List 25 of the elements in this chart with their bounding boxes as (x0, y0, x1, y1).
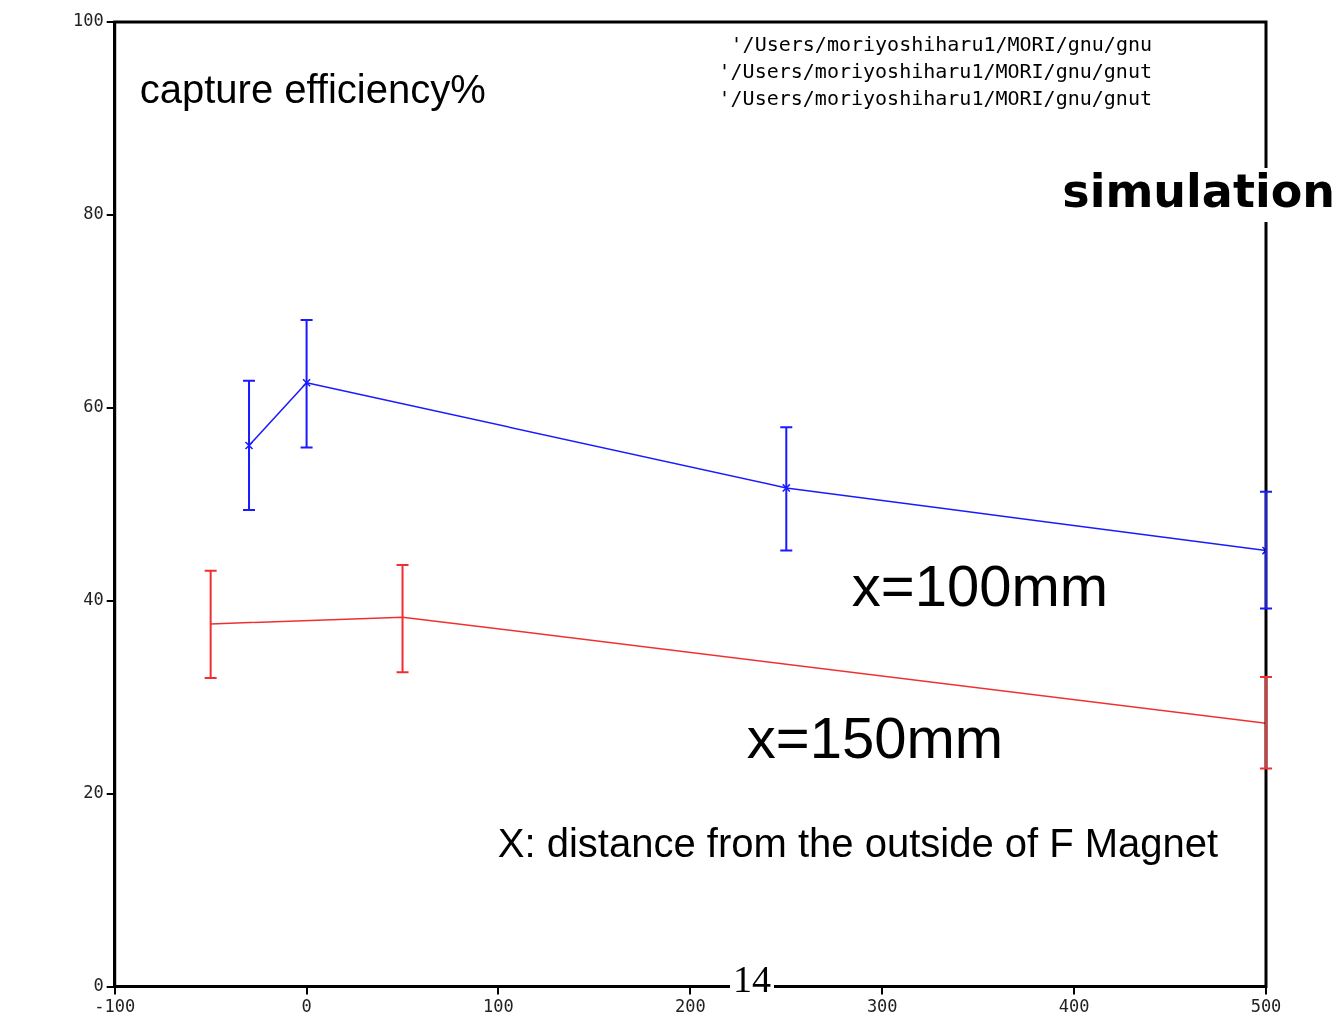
x-tick-label: 500 (1250, 996, 1282, 1017)
x-tick-label: 400 (1058, 996, 1090, 1017)
y-tick-label: 20 (83, 782, 104, 803)
annotation: '/Users/moriyoshiharu1/MORI/gnu/gnut (718, 86, 1152, 111)
y-tick-label: 60 (83, 396, 104, 417)
y-tick-label: 40 (83, 589, 104, 610)
x-tick-label: 100 (483, 996, 514, 1017)
point (782, 483, 791, 493)
y-axis-title: capture efficiency% (139, 67, 486, 112)
series-label: x=100mm (851, 553, 1109, 618)
point (244, 441, 254, 450)
annotation: '/Users/moriyoshiharu1/MORI/gnu/gnut (718, 59, 1152, 84)
x-tick-label: -100 (94, 996, 136, 1017)
series-label: x=150mm (746, 705, 1004, 770)
x-tick-label: 0 (301, 996, 312, 1017)
y-tick-label: 0 (93, 975, 104, 996)
annotation: X: distance from the outside of F Magnet (497, 821, 1219, 866)
text: simulation (1062, 163, 1335, 218)
y-tick-label: 80 (83, 203, 104, 224)
annotation: 14 (733, 957, 771, 1000)
annotation: '/Users/moriyoshiharu1/MORI/gnu/gnu (730, 32, 1152, 57)
x-tick-label: 200 (674, 996, 706, 1017)
y-tick-label: 100 (72, 10, 104, 31)
point (302, 378, 311, 388)
x-tick-label: 300 (866, 996, 898, 1017)
